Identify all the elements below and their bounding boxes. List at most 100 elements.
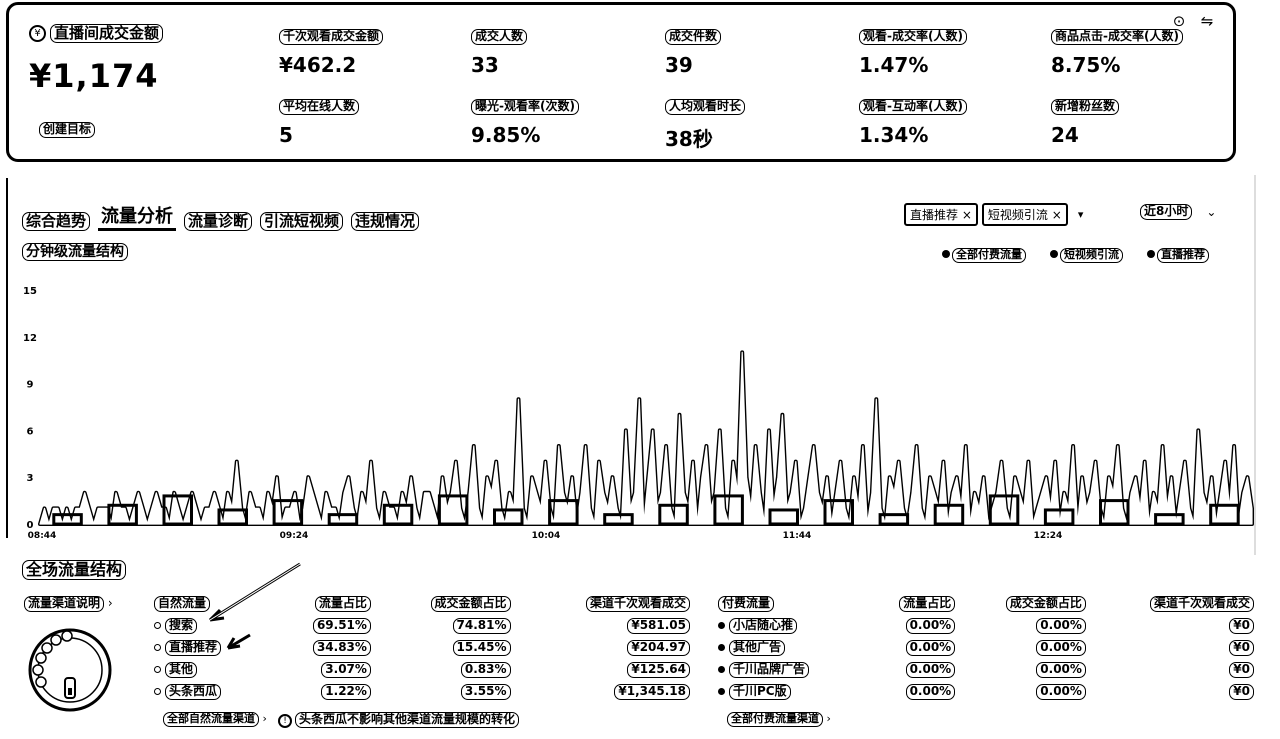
filter-chip-live-recommend[interactable]: 直播推荐 ×: [904, 203, 978, 226]
legend-item-live-recommend[interactable]: 直播推荐: [1147, 248, 1209, 263]
channel-name-cell: 其他广告: [716, 637, 864, 659]
channel-filter: 直播推荐 × 短视频引流 × ▾: [904, 203, 1089, 226]
dot-icon: [154, 688, 161, 696]
channel-info-link[interactable]: 流量渠道说明 ›: [24, 596, 113, 612]
table-row[interactable]: 其他 3.07% 0.83% ¥125.64: [152, 659, 692, 681]
metric-label: 成交件数: [665, 29, 722, 45]
settings-icon[interactable]: ⊙: [1172, 12, 1186, 30]
chip-label: 短视频引流: [987, 208, 1048, 222]
cell-value: 69.51%: [312, 618, 371, 634]
short-video-band: [1099, 499, 1130, 526]
short-video-band: [162, 494, 193, 526]
cell-value: 3.55%: [460, 684, 511, 700]
metric-click-conv: 商品点击-成交率(人数) 8.75%: [1051, 25, 1183, 77]
legend-dot-icon: [1050, 250, 1058, 258]
chevron-down-icon[interactable]: ▾: [1077, 208, 1084, 221]
table-row[interactable]: 直播推荐 34.83% 15.45% ¥204.97: [152, 637, 692, 659]
close-icon[interactable]: ×: [961, 208, 972, 222]
metric-avg-duration: 人均观看时长 38秒: [665, 95, 746, 152]
table-row[interactable]: 其他广告 0.00% 0.00% ¥0: [716, 637, 1256, 659]
cell-value: 0.83%: [460, 662, 511, 678]
table-row[interactable]: 搜索 69.51% 74.81% ¥581.05: [152, 615, 692, 637]
table-cell: 0.00%: [864, 615, 957, 637]
metric-label: 观看-互动率(人数): [859, 99, 967, 115]
legend-item-paid[interactable]: 全部付费流量: [942, 248, 1026, 263]
short-video-band: [878, 513, 910, 526]
panel-border: [6, 178, 8, 538]
legend-item-short-video[interactable]: 短视频引流: [1050, 248, 1123, 263]
table-cell: ¥204.97: [513, 637, 692, 659]
x-tick-label: 09:24: [280, 531, 309, 541]
metric-value: 9.85%: [471, 122, 541, 147]
filter-chip-short-video[interactable]: 短视频引流 ×: [981, 203, 1068, 226]
tab-violations[interactable]: 违规情况: [351, 211, 420, 231]
create-goal-link[interactable]: 创建目标: [39, 122, 96, 138]
tab-traffic-analysis[interactable]: 流量分析: [98, 202, 177, 231]
col-header: 渠道千次观看成交: [513, 593, 692, 615]
table-cell: ¥0: [1088, 615, 1256, 637]
traffic-chart[interactable]: 0 3 6 9 12 15 08:44 09:24 10:04 11:44 12:24: [0, 278, 1280, 548]
dot-icon: [154, 622, 161, 630]
table-header: 自然流量 流量占比 成交金额占比 渠道千次观看成交: [152, 593, 692, 615]
x-tick-label: 11:44: [783, 531, 812, 541]
col-header-label: 成交金额占比: [430, 596, 511, 612]
cell-value: 3.07%: [321, 662, 371, 678]
cell-value: 74.81%: [452, 618, 511, 634]
series-live-recommend-area: [39, 351, 1253, 525]
dot-icon: [154, 666, 161, 674]
short-video-band: [713, 494, 744, 526]
dot-icon: [718, 666, 725, 674]
cell-value: 0.00%: [1036, 684, 1086, 700]
table-row[interactable]: 千川PC版 0.00% 0.00% ¥0: [716, 681, 1256, 703]
channel-name: 千川品牌广告: [729, 662, 810, 678]
channel-name: 小店随心推: [729, 618, 798, 634]
col-header: 渠道千次观看成交: [1088, 593, 1256, 615]
paid-traffic-table: 付费流量 流量占比 成交金额占比 渠道千次观看成交 小店随心推 0.00% 0.…: [716, 593, 1256, 703]
channel-name: 直播推荐: [165, 640, 222, 656]
cell-value: 0.00%: [1036, 618, 1086, 634]
table-cell: 0.00%: [957, 659, 1088, 681]
col-header-label: 流量占比: [899, 596, 956, 612]
metric-value: 24: [1051, 122, 1079, 147]
tab-short-video[interactable]: 引流短视频: [260, 211, 344, 231]
col-header-label: 流量占比: [314, 596, 371, 612]
metric-label: 平均在线人数: [279, 99, 360, 115]
table-row[interactable]: 头条西瓜 1.22% 3.55% ¥1,345.18: [152, 681, 692, 703]
short-video-band: [327, 513, 359, 526]
metric-label: 商品点击-成交率(人数): [1051, 29, 1183, 45]
all-natural-channels-link[interactable]: 全部自然流量渠道 ›: [163, 712, 267, 727]
summary-card: ⊙ ⇋ ¥ 直播间成交金额 ¥1,174 创建目标 千次观看成交金额 ¥462.2…: [6, 2, 1236, 162]
table-cell: 69.51%: [270, 615, 373, 637]
table-cell: ¥581.05: [513, 615, 692, 637]
table-cell: ¥0: [1088, 659, 1256, 681]
swap-icon[interactable]: ⇋: [1200, 12, 1214, 30]
cell-value: 0.00%: [905, 640, 956, 656]
legend-label: 短视频引流: [1060, 248, 1123, 263]
all-paid-channels-link[interactable]: 全部付费流量渠道 ›: [727, 712, 831, 727]
table-row[interactable]: 小店随心推 0.00% 0.00% ¥0: [716, 615, 1256, 637]
col-header: 付费流量: [716, 593, 864, 615]
metric-items: 成交件数 39: [665, 25, 722, 77]
time-range-select[interactable]: 近8小时 ⌄: [1140, 204, 1216, 220]
col-header: 成交金额占比: [373, 593, 513, 615]
channel-name: 搜索: [165, 618, 198, 634]
metric-gpm: 千次观看成交金额 ¥462.2: [279, 25, 384, 77]
table-row[interactable]: 千川品牌广告 0.00% 0.00% ¥0: [716, 659, 1256, 681]
channel-name-cell: 头条西瓜: [152, 681, 270, 703]
tab-traffic-diagnosis[interactable]: 流量诊断: [184, 211, 253, 231]
short-video-band: [52, 513, 83, 526]
chart-legend: 全部付费流量 短视频引流 直播推荐: [942, 248, 1209, 263]
table-cell: ¥0: [1088, 637, 1256, 659]
natural-traffic-table: 自然流量 流量占比 成交金额占比 渠道千次观看成交 搜索 69.51% 74.8…: [152, 593, 692, 703]
short-video-band: [603, 513, 634, 526]
table-cell: 0.00%: [957, 637, 1088, 659]
panel-border-right: [1254, 175, 1256, 555]
metric-exposure-view: 曝光-观看率(次数) 9.85%: [471, 95, 579, 147]
close-icon[interactable]: ×: [1051, 208, 1062, 222]
channel-name-cell: 千川PC版: [716, 681, 864, 703]
link-label: 全部自然流量渠道: [163, 712, 259, 727]
metric-value: 38秒: [665, 126, 713, 151]
metric-avg-online: 平均在线人数 5: [279, 95, 360, 147]
main-metric-value: ¥1,174: [29, 57, 159, 96]
tab-overview[interactable]: 综合趋势: [22, 211, 91, 231]
